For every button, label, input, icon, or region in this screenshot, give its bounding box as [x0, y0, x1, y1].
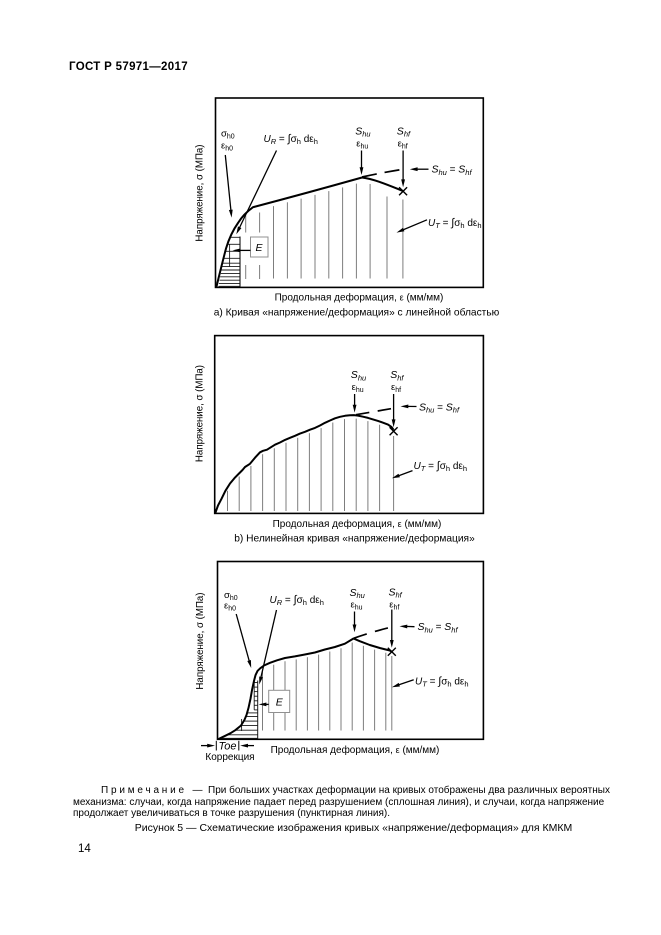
svg-text:Shu = Shf: Shu = Shf	[419, 401, 460, 414]
svg-text:Напряжение, σ (МПа): Напряжение, σ (МПа)	[195, 592, 206, 689]
svg-text:Shu = Shf: Shu = Shf	[432, 164, 473, 177]
svg-text:Shu = Shf: Shu = Shf	[418, 621, 459, 634]
svg-text:Продольная деформация, ε (мм/м: Продольная деформация, ε (мм/мм)	[273, 518, 442, 530]
svg-text:Коррекция: Коррекция	[205, 752, 254, 763]
svg-text:b) Нелинейная кривая «напряжен: b) Нелинейная кривая «напряжение/деформа…	[234, 533, 475, 545]
svg-text:σh0: σh0	[221, 129, 235, 141]
svg-text:UT = ∫σh dεh: UT = ∫σh dεh	[415, 676, 469, 689]
svg-text:UT = ∫σh dεh: UT = ∫σh dεh	[414, 460, 468, 473]
svg-text:UT = ∫σh dεh: UT = ∫σh dεh	[428, 217, 482, 230]
svg-text:Shf: Shf	[397, 126, 411, 139]
svg-text:Shu: Shu	[350, 587, 366, 600]
svg-text:Продольная деформация, ε (мм/м: Продольная деформация, ε (мм/мм)	[271, 744, 440, 756]
svg-text:εhu: εhu	[352, 382, 364, 394]
svg-text:a) Кривая «напряжение/деформац: a) Кривая «напряжение/деформация» с лине…	[214, 306, 500, 318]
svg-text:E: E	[255, 242, 263, 254]
svg-text:εhf: εhf	[389, 600, 399, 612]
svg-text:Shu: Shu	[351, 369, 367, 382]
svg-text:Продольная деформация, ε (мм/м: Продольная деформация, ε (мм/мм)	[275, 292, 444, 304]
svg-text:UR = ∫σh dεh: UR = ∫σh dεh	[270, 594, 324, 607]
svg-text:Shf: Shf	[389, 587, 403, 600]
svg-text:εhu: εhu	[351, 600, 363, 612]
svg-text:Shu: Shu	[355, 126, 371, 139]
svg-text:Shf: Shf	[390, 369, 404, 382]
svg-text:εh0: εh0	[224, 601, 236, 613]
svg-text:Toe: Toe	[219, 741, 237, 753]
svg-text:εh0: εh0	[221, 140, 233, 152]
svg-text:εhu: εhu	[356, 139, 368, 151]
svg-text:Напряжение, σ (МПа): Напряжение, σ (МПа)	[195, 365, 206, 462]
svg-text:E: E	[276, 697, 284, 709]
svg-text:εhf: εhf	[391, 382, 401, 394]
svg-text:UR = ∫σh dεh: UR = ∫σh dεh	[264, 133, 318, 146]
svg-text:Напряжение, σ (МПа): Напряжение, σ (МПа)	[195, 144, 206, 241]
svg-text:εhf: εhf	[398, 139, 408, 151]
